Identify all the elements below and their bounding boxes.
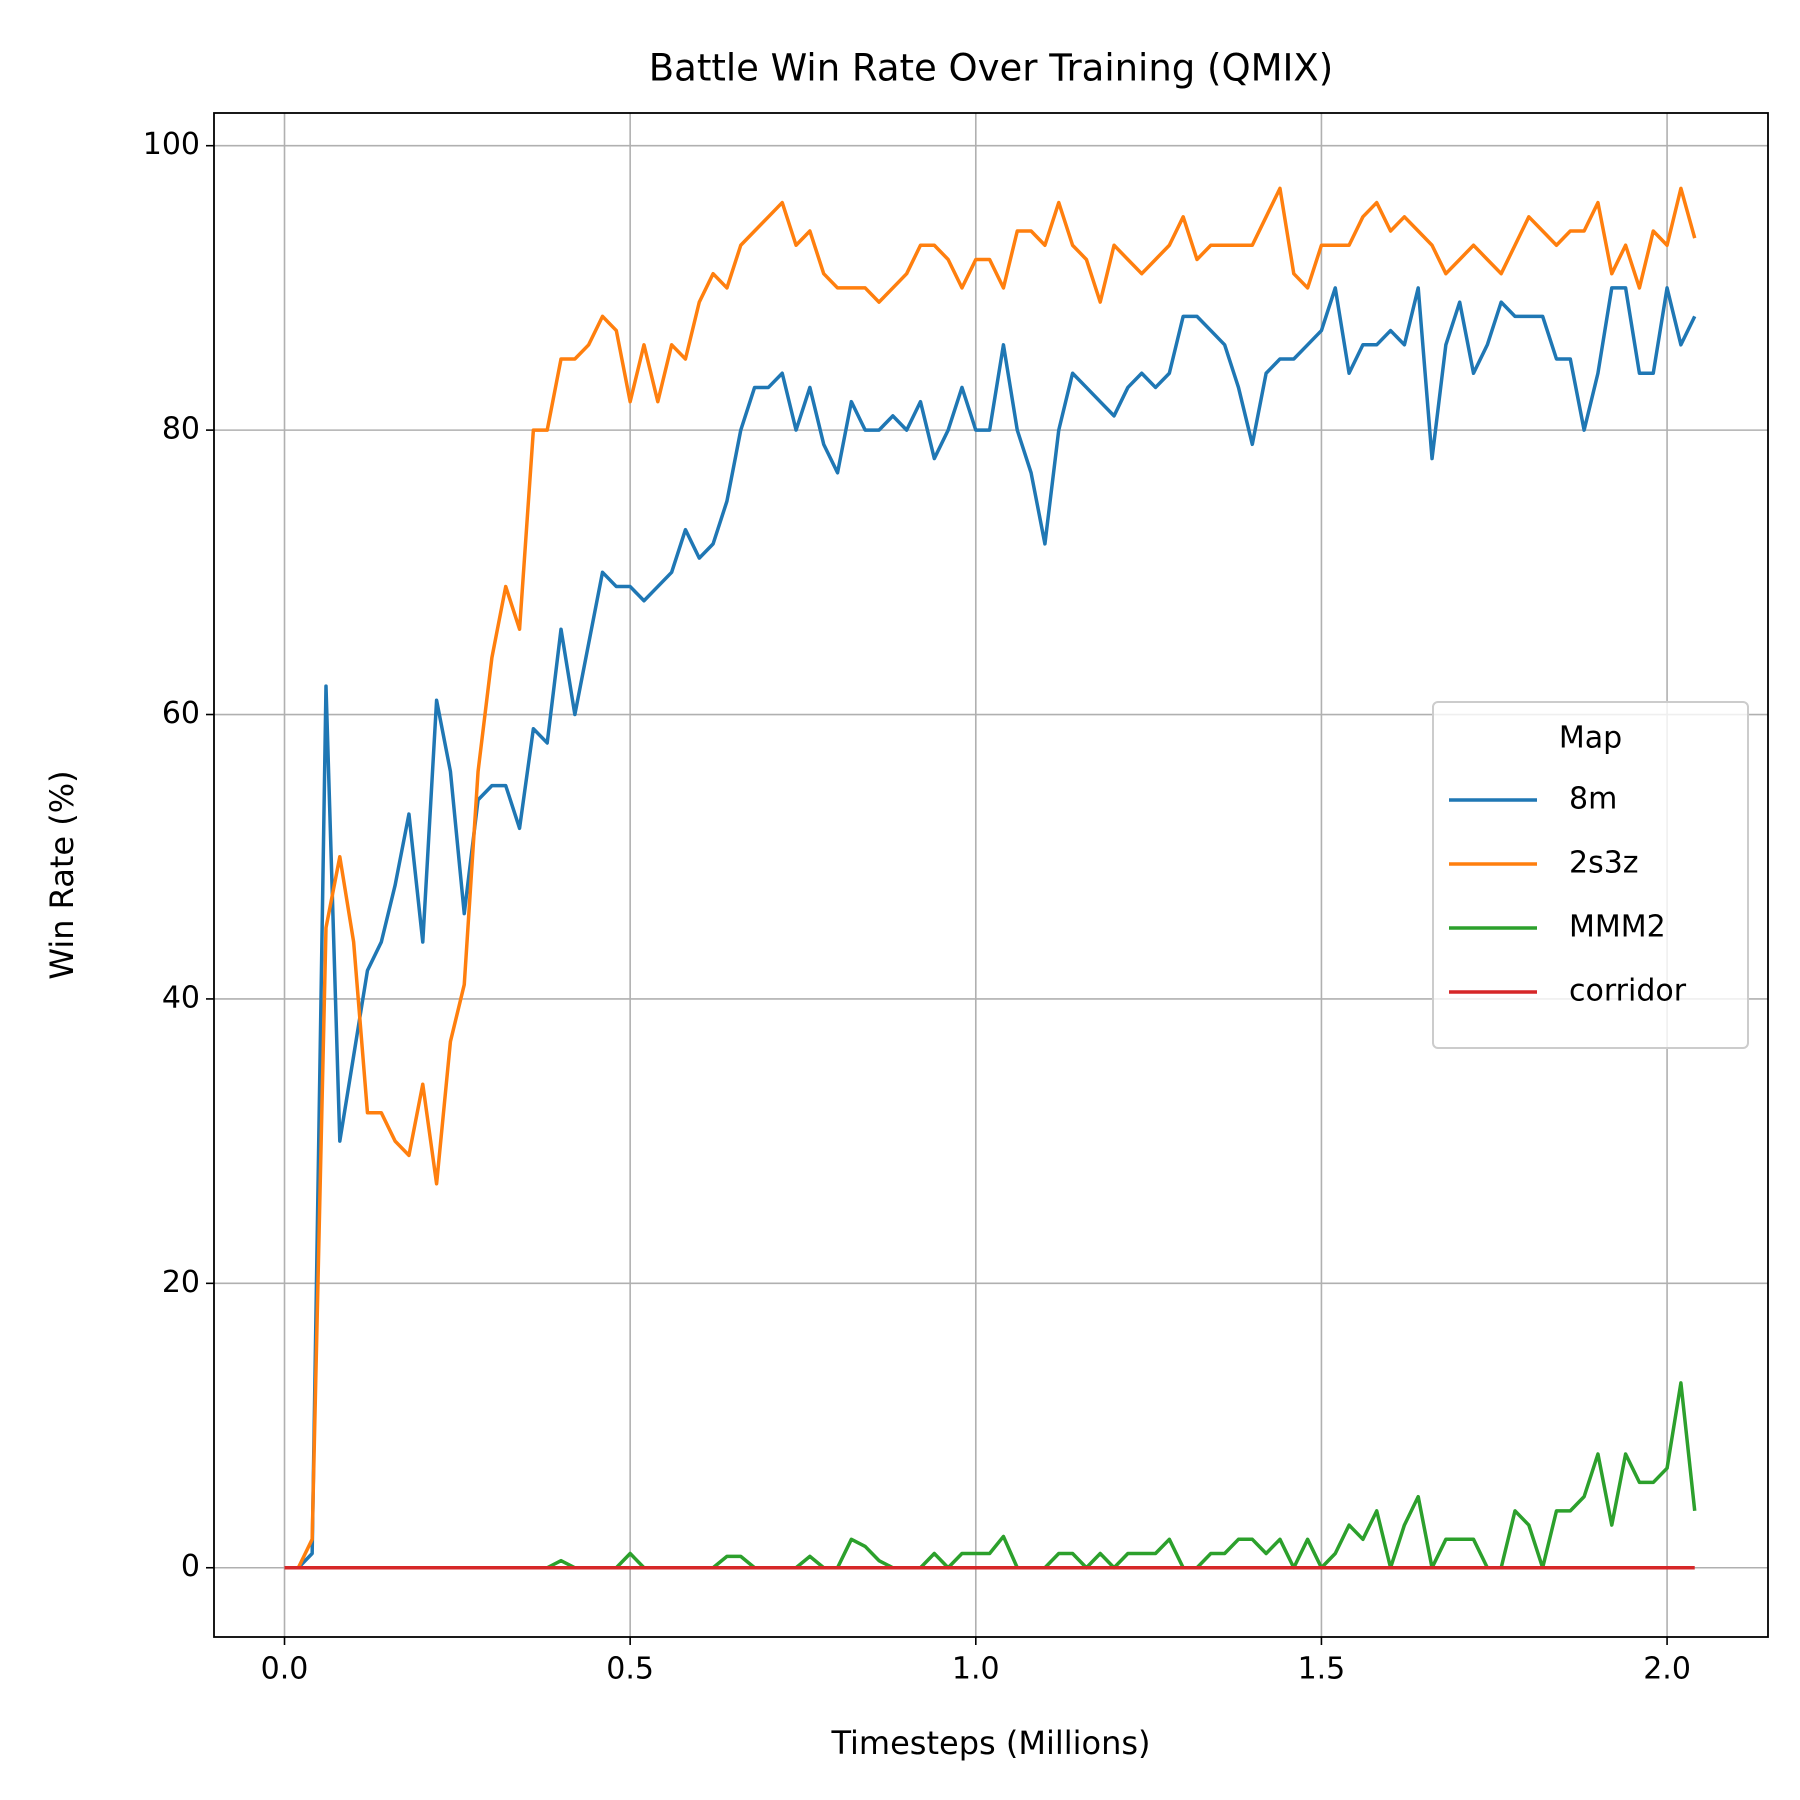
y-tick-label: 60: [162, 696, 200, 731]
legend-label: MMM2: [1569, 910, 1666, 945]
x-tick-label: 1.5: [1298, 1652, 1346, 1687]
y-tick-label: 20: [162, 1265, 200, 1300]
legend-title: Map: [1559, 721, 1622, 756]
x-tick-label: 0.0: [261, 1652, 309, 1687]
y-tick-label: 0: [181, 1549, 200, 1584]
x-tick-label: 2.0: [1643, 1652, 1691, 1687]
y-tick-label: 40: [162, 980, 200, 1015]
series-line: [284, 286, 1697, 1570]
legend-label: 2s3z: [1569, 846, 1639, 881]
x-tick-label: 0.5: [606, 1652, 654, 1687]
plot-frame: [213, 112, 1769, 1638]
y-tick-label: 80: [162, 412, 200, 447]
x-axis-label: Timesteps (Millions): [830, 1724, 1150, 1762]
x-tick-label: 1.0: [952, 1652, 1000, 1687]
legend-label: corridor: [1569, 974, 1687, 1009]
legend-label: 8m: [1569, 782, 1617, 817]
legend-box: [1432, 701, 1749, 1049]
y-axis-label: Win Rate (%): [43, 770, 81, 979]
y-tick-label: 100: [143, 127, 200, 162]
series-line: [284, 186, 1697, 1570]
chart-title: Battle Win Rate Over Training (QMIX): [649, 47, 1333, 90]
